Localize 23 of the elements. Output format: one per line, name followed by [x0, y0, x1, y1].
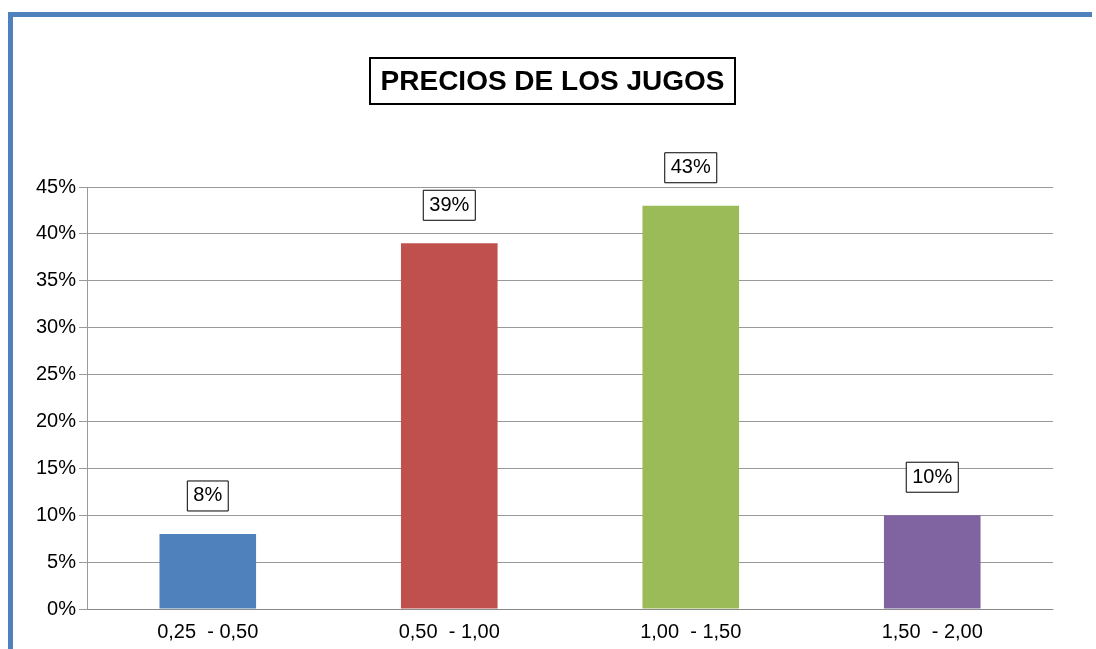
bar: [159, 533, 257, 609]
y-tick-label: 15%: [36, 455, 77, 478]
y-tick-label: 25%: [36, 362, 77, 385]
y-tick-label: 45%: [36, 174, 77, 197]
x-tick-label: 0,25 - 0,50: [157, 619, 259, 642]
data-label: 8%: [193, 483, 223, 506]
bar: [400, 243, 498, 609]
bar: [883, 515, 981, 609]
y-tick-label: 0%: [47, 596, 77, 619]
y-tick-label: 35%: [36, 268, 77, 291]
data-label: 43%: [670, 155, 711, 178]
x-tick-label: 1,00 - 1,50: [640, 619, 742, 642]
x-tick-label: 0,50 - 1,00: [398, 619, 500, 642]
x-tick-label: 1,50 - 2,00: [881, 619, 983, 642]
data-label: 39%: [429, 192, 470, 215]
y-tick-label: 5%: [47, 549, 77, 572]
y-tick-label: 40%: [36, 221, 77, 244]
chart-title: PRECIOS DE LOS JUGOS: [368, 57, 737, 105]
data-label: 10%: [912, 464, 953, 487]
y-tick-label: 20%: [36, 408, 77, 431]
bar: [642, 205, 740, 609]
y-tick-label: 10%: [36, 502, 77, 525]
y-tick-label: 30%: [36, 315, 77, 338]
